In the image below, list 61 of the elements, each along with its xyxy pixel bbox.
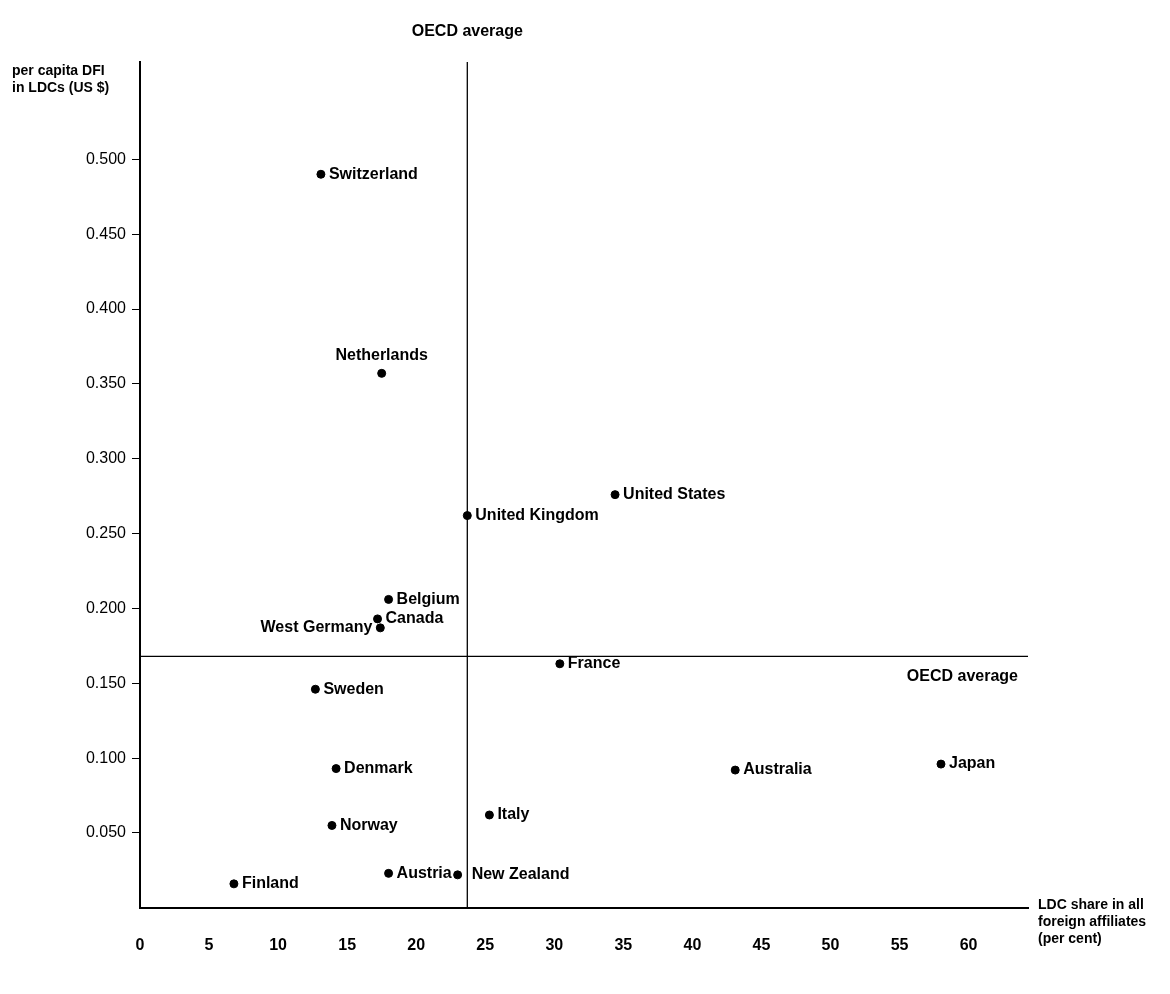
annotation: Finland — [241, 874, 299, 892]
annotation: Canada — [385, 609, 444, 627]
y-axis-title: per capita DFI in LDCs (US $) — [12, 62, 111, 96]
y-tick-label: 0.150 — [85, 673, 127, 691]
annotation: New Zealand — [471, 865, 570, 883]
annotation: Switzerland — [328, 164, 418, 182]
point — [453, 870, 463, 880]
x-tick-label: 10 — [269, 935, 288, 953]
ref-line-label: OECD average — [411, 22, 523, 40]
point — [229, 879, 239, 889]
x-tick-label: 15 — [338, 935, 357, 953]
annotation: Denmark — [344, 758, 413, 776]
point — [730, 765, 740, 775]
point — [327, 820, 337, 830]
x-tick-label: 40 — [683, 935, 702, 953]
y-tick-label: 0.350 — [85, 374, 127, 392]
point — [610, 490, 620, 500]
annotation: Norway — [339, 815, 398, 833]
annotation: Netherlands — [335, 345, 429, 363]
point — [331, 764, 341, 774]
point — [377, 368, 387, 378]
annotation: Sweden — [323, 679, 384, 697]
x-tick-label: 35 — [614, 935, 633, 953]
point — [462, 511, 472, 521]
point — [375, 623, 385, 633]
x-tick-label: 30 — [545, 935, 564, 953]
x-tick-label: 55 — [890, 935, 909, 953]
annotation: United States — [623, 485, 726, 503]
y-tick-label: 0.200 — [85, 598, 127, 616]
y-tick-label: 0.050 — [85, 823, 127, 841]
x-tick-label: 45 — [752, 935, 771, 953]
point — [310, 684, 320, 694]
point — [384, 594, 394, 604]
y-tick-label: 0.300 — [85, 449, 127, 467]
annotation: Italy — [497, 805, 530, 823]
annotation: Belgium — [396, 589, 460, 607]
x-tick-label: 25 — [476, 935, 495, 953]
y-tick-label: 0.400 — [85, 299, 127, 317]
point — [555, 659, 565, 669]
y-tick-label: 0.100 — [85, 748, 127, 766]
y-tick-label: 0.250 — [85, 523, 127, 541]
x-tick-label: 0 — [135, 935, 145, 953]
annotation: Australia — [743, 760, 812, 778]
x-tick-label: 50 — [821, 935, 840, 953]
point — [936, 759, 946, 769]
ref-line-label: OECD average — [906, 666, 1019, 684]
y-tick-label: 0.500 — [85, 149, 127, 167]
annotation: Austria — [396, 863, 452, 881]
point — [384, 868, 394, 878]
annotation: West Germany — [260, 618, 373, 636]
x-tick-label: 5 — [204, 935, 214, 953]
x-axis-title: LDC share in all foreign affiliates (per cent) — [1038, 896, 1148, 947]
x-tick-label: 60 — [959, 935, 978, 953]
point — [373, 614, 383, 624]
point — [316, 169, 326, 179]
annotation: France — [567, 654, 621, 672]
point — [484, 810, 494, 820]
annotation: Japan — [949, 754, 996, 772]
y-tick-label: 0.450 — [85, 224, 127, 242]
x-tick-label: 20 — [407, 935, 426, 953]
annotation: United Kingdom — [475, 505, 599, 523]
